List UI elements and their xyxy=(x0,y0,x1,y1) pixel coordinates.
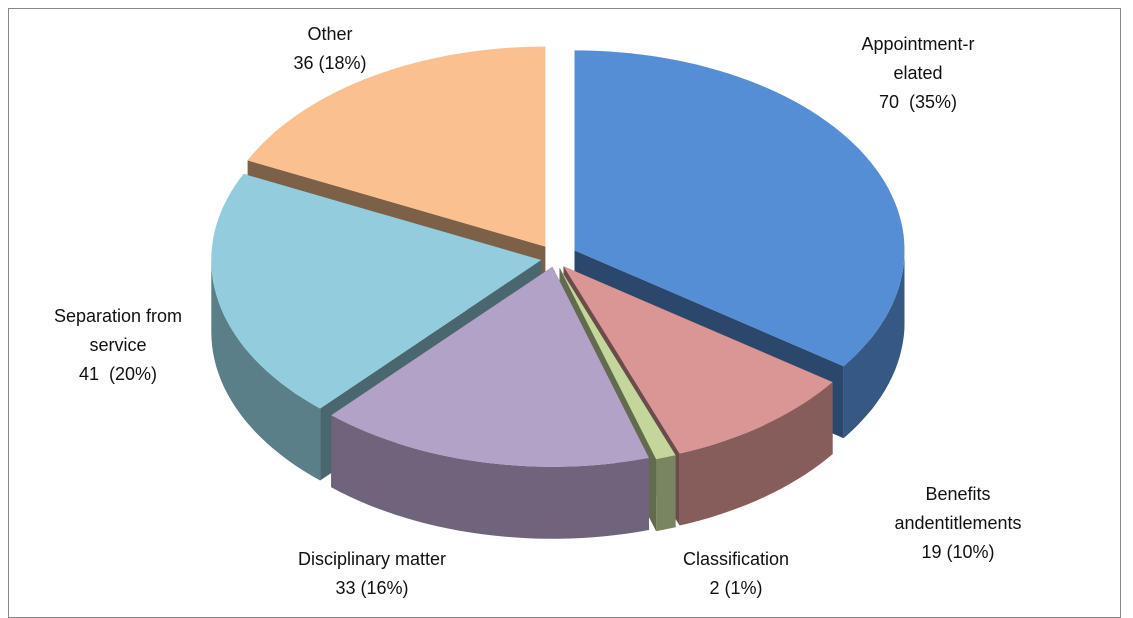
value-label: 19 (10%) xyxy=(921,542,995,562)
slice-label: Other 36 (18%) xyxy=(270,20,390,78)
slice xyxy=(563,266,833,454)
value-label: 70 (35%) xyxy=(878,92,958,112)
slice-wall xyxy=(843,250,905,439)
slice xyxy=(331,266,649,467)
category-label: Classification xyxy=(682,549,790,569)
slice xyxy=(247,46,546,247)
category-label: Other xyxy=(307,24,353,44)
slice xyxy=(211,173,542,409)
value-label: 41 (20%) xyxy=(78,364,158,384)
slice xyxy=(559,267,676,460)
slice xyxy=(574,50,905,367)
slice-label: Separation from service 41 (20%) xyxy=(18,302,218,389)
category-label: Separation from service xyxy=(53,306,183,355)
value-label: 2 (1%) xyxy=(709,578,763,598)
category-label: Benefits andentitlements xyxy=(894,484,1022,533)
slice-wall xyxy=(211,260,321,481)
slice-label: Appointment-related 70 (35%) xyxy=(833,30,1003,117)
value-label: 36 (18%) xyxy=(293,53,367,73)
value-label: 33 (16%) xyxy=(335,578,409,598)
category-label: Appointment-related xyxy=(861,34,975,83)
slice-label: Classification 2 (1%) xyxy=(656,545,816,603)
slice-wall xyxy=(656,455,676,532)
slice-label: Disciplinary matter 33 (16%) xyxy=(262,545,482,603)
slice-label: Benefits andentitlements 19 (10%) xyxy=(863,480,1053,567)
slice-wall xyxy=(331,415,649,539)
category-label: Disciplinary matter xyxy=(297,549,447,569)
slice-wall xyxy=(679,382,833,526)
